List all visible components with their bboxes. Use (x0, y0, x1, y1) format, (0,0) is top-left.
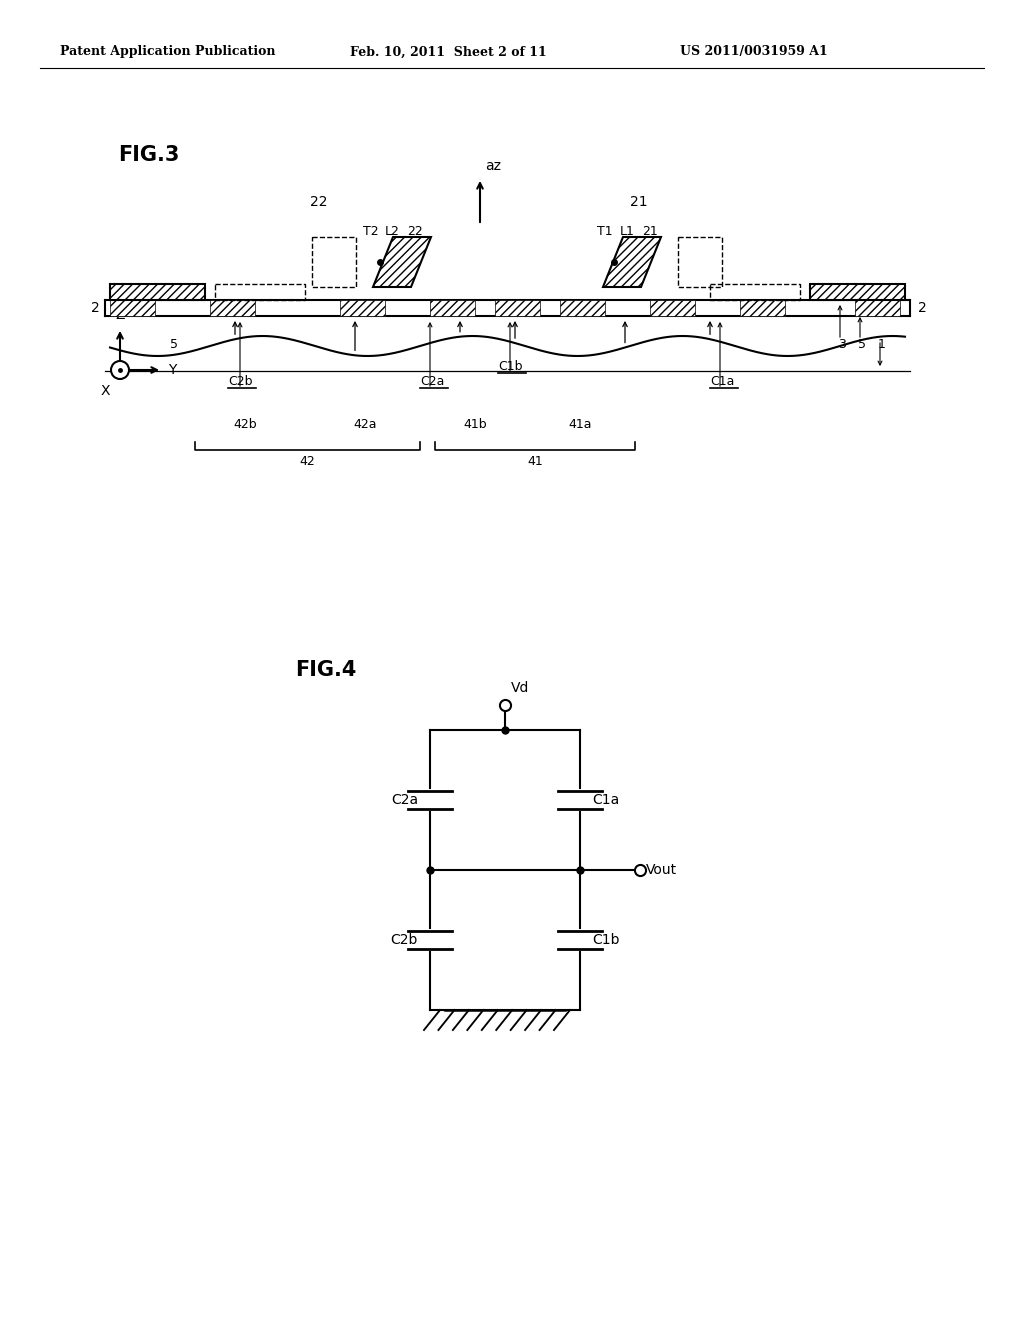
Text: T2: T2 (362, 224, 379, 238)
Text: 42a: 42a (353, 418, 377, 432)
Text: 1: 1 (878, 338, 886, 351)
Text: 2: 2 (918, 301, 927, 315)
Bar (215, 284, 305, 300)
Text: 41b: 41b (463, 418, 486, 432)
Text: C2b: C2b (228, 375, 253, 388)
Bar (340, 300, 385, 315)
Bar (810, 284, 905, 300)
Bar (110, 284, 205, 300)
Text: Y: Y (168, 363, 176, 378)
Text: 3: 3 (838, 338, 846, 351)
Bar (430, 300, 475, 315)
Text: C1b: C1b (592, 933, 620, 946)
Text: FIG.4: FIG.4 (295, 660, 356, 680)
Text: C2b: C2b (390, 933, 418, 946)
Text: 22: 22 (310, 195, 328, 209)
Text: Patent Application Publication: Patent Application Publication (60, 45, 275, 58)
Text: L2: L2 (385, 224, 400, 238)
Text: C2a: C2a (391, 793, 418, 807)
Text: 41: 41 (527, 455, 543, 469)
Text: T1: T1 (597, 224, 612, 238)
Text: Vd: Vd (511, 681, 529, 696)
Text: C1a: C1a (710, 375, 734, 388)
Text: Z: Z (116, 308, 125, 322)
Text: 42b: 42b (233, 418, 257, 432)
Text: C1a: C1a (592, 793, 620, 807)
Bar (560, 300, 605, 315)
Text: Vout: Vout (646, 863, 677, 876)
Bar (312, 238, 356, 286)
Text: 5: 5 (170, 338, 178, 351)
Bar (740, 300, 785, 315)
Bar (855, 300, 900, 315)
Text: L1: L1 (620, 224, 635, 238)
Circle shape (111, 360, 129, 379)
Text: FIG.3: FIG.3 (118, 145, 179, 165)
Bar (110, 300, 155, 315)
Text: 21: 21 (642, 224, 657, 238)
Bar (210, 300, 255, 315)
Text: Feb. 10, 2011  Sheet 2 of 11: Feb. 10, 2011 Sheet 2 of 11 (350, 45, 547, 58)
Text: 21: 21 (630, 195, 647, 209)
Text: az: az (485, 158, 501, 173)
Text: US 2011/0031959 A1: US 2011/0031959 A1 (680, 45, 827, 58)
Text: X: X (100, 384, 110, 399)
Text: 2: 2 (91, 301, 100, 315)
Text: C1b: C1b (498, 360, 522, 374)
Bar (678, 238, 722, 286)
Text: 41a: 41a (568, 418, 592, 432)
Polygon shape (373, 238, 431, 286)
Text: 22: 22 (407, 224, 423, 238)
Bar (650, 300, 695, 315)
Text: 42: 42 (299, 455, 314, 469)
Bar (495, 300, 540, 315)
Bar (710, 284, 800, 300)
Text: C2a: C2a (420, 375, 444, 388)
Polygon shape (603, 238, 662, 286)
Text: 5: 5 (858, 338, 866, 351)
